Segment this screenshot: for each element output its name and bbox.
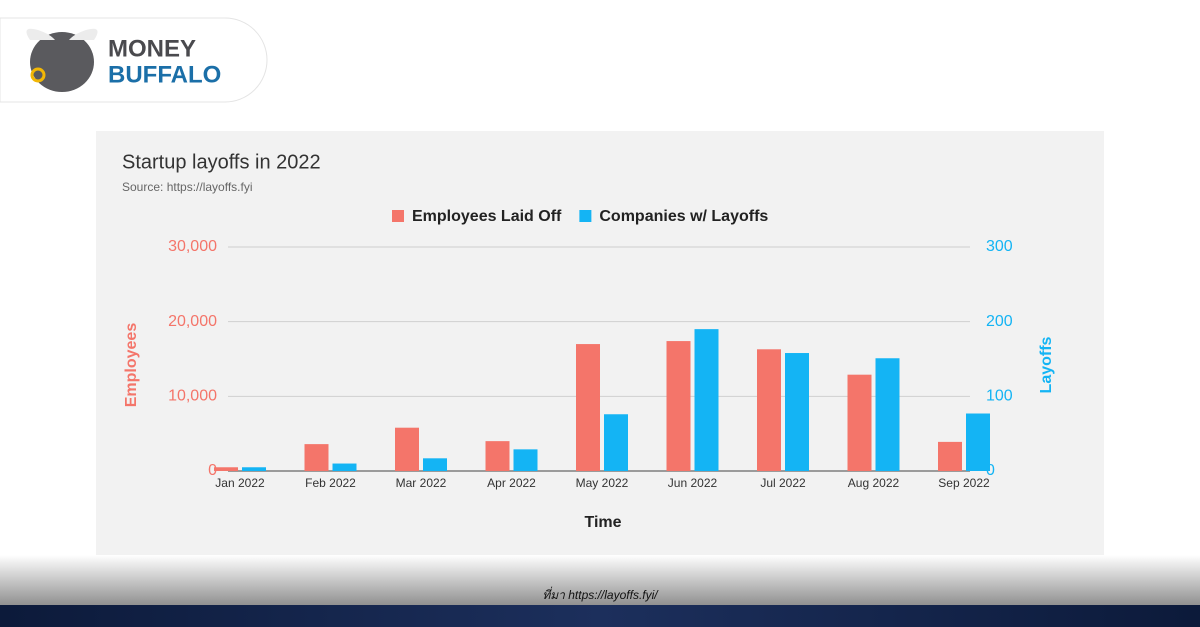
bar [304,444,329,471]
x-tick-label: Aug 2022 [848,476,900,490]
bar [242,467,266,471]
x-tick-label: Jun 2022 [668,476,718,490]
chart-panel [96,131,1104,555]
logo-icon [26,28,98,92]
y2-tick-label: 100 [986,388,1013,405]
y-axis-title: Employees [123,323,140,408]
source-note: ที่มา https://layoffs.fyi/ [542,586,659,602]
bar [847,374,872,471]
y2-axis-title: Layoffs [1038,336,1055,393]
bar [332,463,357,471]
bar [604,414,628,471]
footer-fade [0,555,1200,607]
chart-subtitle: Source: https://layoffs.fyi [122,180,253,194]
legend-label: Companies w/ Layoffs [599,208,768,225]
bar [694,329,719,471]
bar [395,427,419,471]
bar [513,449,538,471]
bar [875,358,900,471]
y2-tick-label: 200 [986,313,1013,330]
y-tick-label: 0 [208,462,217,479]
legend-swatch [579,210,592,222]
bar [214,467,238,471]
footer-bar [0,605,1200,627]
x-tick-label: Feb 2022 [305,476,356,490]
legend-swatch [392,210,404,222]
x-axis-title: Time [584,514,621,531]
y2-tick-label: 300 [986,238,1013,255]
x-tick-label: Mar 2022 [396,476,447,490]
bar [757,349,781,471]
brand-line1: MONEY [108,35,196,62]
y2-tick-label: 0 [986,462,995,479]
bar [576,344,600,471]
x-tick-label: Apr 2022 [487,476,536,490]
bar [423,458,447,471]
x-tick-label: May 2022 [576,476,629,490]
chart-title: Startup layoffs in 2022 [122,151,321,173]
bar [966,413,990,471]
y-tick-label: 10,000 [168,388,217,405]
x-tick-label: Sep 2022 [938,476,990,490]
legend-label: Employees Laid Off [412,208,562,225]
y-tick-label: 30,000 [168,238,217,255]
bar [666,341,691,471]
y-tick-label: 20,000 [168,313,217,330]
x-tick-label: Jan 2022 [215,476,265,490]
bar [938,441,962,471]
brand-line2: BUFFALO [108,61,221,88]
bar [785,353,809,471]
x-tick-label: Jul 2022 [760,476,806,490]
bar [485,441,510,471]
